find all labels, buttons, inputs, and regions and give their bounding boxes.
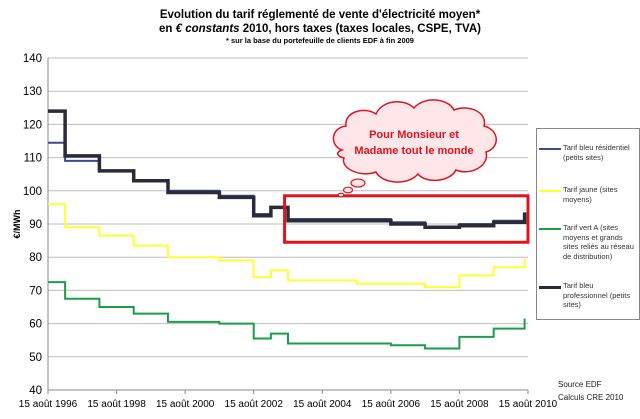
x-tick-label: 15 août 1996 (19, 399, 78, 410)
callout-tail-dot (342, 186, 354, 194)
y-tick-label: 60 (29, 319, 42, 331)
series-line-jaune (48, 203, 526, 289)
callout-tail-dot (350, 178, 366, 188)
axes (47, 58, 529, 394)
chart-subtitle: en € constants 2010, hors taxes (taxes l… (159, 23, 481, 35)
callout-text-line2: Madame tout le monde (354, 145, 473, 157)
callout-bubble (332, 99, 497, 183)
y-axis-label: €/MWh (12, 210, 22, 239)
legend-label: Tarif bleu professionnel (petits sites) (563, 281, 631, 309)
chart-legend: Tarif bleu résidentiel (petits sites) Ta… (536, 128, 640, 320)
y-tick-label: 80 (29, 252, 42, 264)
series-line-bleu-professionnel (48, 109, 527, 230)
x-tick-label: 15 août 2010 (499, 399, 558, 410)
chart-footnote: * sur la base du portefeuille de clients… (226, 36, 414, 45)
x-tick-label: 15 août 2008 (430, 399, 489, 410)
chart-title: Evolution du tarif réglementé de vente d… (159, 9, 481, 21)
gridlines (48, 57, 528, 391)
legend-label: Tarif vert A (sites moyens et grands sit… (563, 223, 634, 261)
y-tick-label: 120 (23, 119, 42, 131)
y-tick-labels: 40 50 60 70 80 90 100 110 120 130 140 (23, 53, 42, 397)
highlight-box (283, 194, 530, 244)
x-tick-labels: 15 août 1996 15 août 1998 15 août 2000 15 a… (19, 399, 558, 410)
y-tick-label: 140 (23, 53, 42, 65)
y-tick-label: 90 (29, 219, 42, 231)
series-line-vert (48, 281, 526, 350)
y-tick-label: 100 (23, 186, 42, 198)
source-line: Source EDF (558, 380, 602, 389)
annotations (283, 99, 530, 244)
source-note: Source EDF Calculs CRE 2010 (558, 378, 623, 404)
legend-label: Tarif jaune (sites moyens) (563, 185, 618, 204)
legend-label: Tarif bleu résidentiel (petits sites) (563, 143, 630, 162)
y-tick-label: 110 (24, 153, 42, 165)
chart-title-block: Evolution du tarif réglementé de vente d… (120, 8, 520, 46)
legend-swatch (539, 190, 561, 192)
legend-swatch (539, 148, 561, 150)
y-tick-label: 70 (29, 285, 42, 297)
x-tick-label: 15 août 2002 (225, 399, 284, 410)
callout-tail-dot (337, 192, 345, 198)
x-tick-label: 15 août 2004 (293, 399, 352, 410)
y-tick-label: 50 (29, 352, 42, 364)
legend-swatch (539, 286, 561, 289)
legend-swatch (539, 228, 561, 230)
x-tick-label: 15 août 1998 (87, 399, 146, 410)
source-calc-line: Calculs CRE 2010 (558, 393, 624, 402)
y-tick-label: 130 (23, 86, 42, 98)
callout-text-line1: Pour Monsieur et (369, 129, 459, 141)
x-tick-label: 15 août 2000 (156, 399, 215, 410)
series-lines (48, 109, 527, 350)
y-tick-label: 40 (29, 385, 42, 397)
x-tick-label: 15 août 2006 (362, 399, 421, 410)
